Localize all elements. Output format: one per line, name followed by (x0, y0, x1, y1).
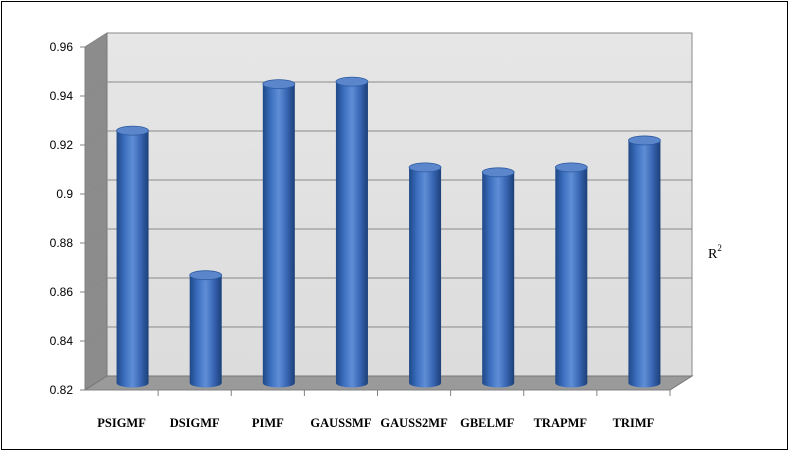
y-tick-label: 0.86 (50, 285, 74, 299)
bar-body (482, 172, 515, 388)
bar-body (335, 81, 368, 388)
bar (189, 270, 223, 388)
floor (83, 375, 694, 391)
bar (335, 76, 369, 388)
bar (628, 135, 661, 388)
bar-top (481, 167, 515, 178)
bar-body (262, 84, 295, 388)
bar-body (116, 130, 149, 388)
bar (481, 167, 515, 388)
x-tick-label: GAUSSMF (310, 416, 371, 430)
gridline (84, 32, 692, 48)
bar-top (628, 135, 661, 146)
x-tick-label: GBELMF (460, 416, 515, 430)
y-tick-label: 0.84 (50, 334, 74, 348)
y-tick-label: 0.82 (50, 383, 74, 397)
bar-top (335, 76, 369, 87)
legend-label: R2 (708, 243, 722, 262)
y-tick-label: 0.9 (56, 187, 73, 201)
y-tick-label: 0.92 (50, 138, 74, 152)
y-tick-label: 0.88 (50, 236, 74, 250)
bar (116, 125, 149, 388)
bar-top (554, 162, 588, 173)
bar-top (116, 125, 149, 136)
x-tick-label: PSIGMF (97, 416, 146, 430)
y-tick-label: 0.96 (50, 40, 74, 54)
x-tick-label: DSIGMF (170, 416, 220, 430)
x-tick-label: PIMF (252, 416, 284, 430)
gridline (84, 130, 692, 146)
bar-top (189, 270, 223, 281)
side-wall (84, 32, 108, 391)
bar-body (555, 167, 588, 388)
bar (262, 79, 296, 388)
x-tick-label: TRAPMF (534, 416, 588, 430)
x-tick-label: TRIMF (613, 416, 655, 430)
bar-body (628, 140, 661, 388)
bar-body (189, 275, 222, 388)
y-tick-label: 0.94 (50, 89, 74, 103)
bar-body (409, 167, 442, 388)
gridline (84, 81, 692, 97)
bar (408, 162, 442, 388)
x-tick-label: GAUSS2MF (380, 416, 448, 430)
bar (554, 162, 588, 388)
bar-top (262, 79, 296, 89)
bar-top (408, 162, 442, 173)
